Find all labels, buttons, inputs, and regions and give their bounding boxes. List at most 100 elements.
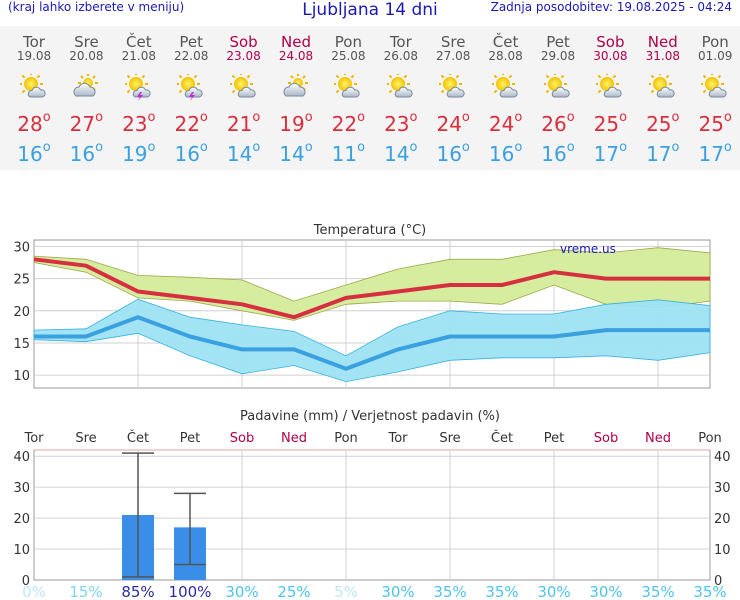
precipitation-probability: 30% — [589, 583, 622, 600]
precipitation-probability: 85% — [121, 583, 154, 600]
min-temperature: 19o — [122, 140, 156, 166]
day-date: 24.08 — [278, 49, 314, 63]
precipitation-probability: 15% — [69, 583, 102, 600]
y-tick-label-right: 40 — [714, 450, 731, 465]
x-tick-label: Ned — [281, 431, 307, 446]
max-temperature: 24o — [436, 110, 470, 136]
sun-cloud-icon — [19, 72, 48, 102]
min-temperature: 16o — [174, 140, 208, 166]
day-name: Tor — [23, 33, 45, 51]
precipitation-probability: 35% — [641, 583, 674, 600]
x-tick-label: Pet — [180, 431, 200, 446]
precipitation-probability: 35% — [485, 583, 518, 600]
day-date: 01.09 — [698, 49, 733, 63]
max-temperature: 23o — [122, 110, 156, 136]
day-header: Čet 21.08 — [113, 34, 165, 62]
min-temp-line — [34, 315, 710, 371]
max-temperature: 24o — [488, 110, 523, 136]
day-date: 29.08 — [540, 49, 576, 63]
sun-storm-icon — [123, 72, 153, 102]
precipitation-probability: 35% — [693, 583, 726, 600]
x-tick-label: Sob — [594, 431, 618, 446]
y-tick-label: 20 — [13, 305, 30, 320]
min-temperature: 16o — [17, 140, 51, 166]
sun-cloud-icon — [438, 72, 467, 102]
y-tick-label-left: 30 — [13, 481, 30, 496]
day-header: Tor 26.08 — [375, 34, 427, 62]
day-date: 20.08 — [69, 49, 104, 63]
day-date: 28.08 — [488, 49, 523, 63]
x-tick-label: Čet — [127, 430, 149, 446]
min-temperature: 17o — [646, 140, 680, 166]
sun-cloud-icon — [700, 72, 729, 102]
x-tick-label: Tor — [23, 431, 44, 446]
day-header: Čet 28.08 — [480, 34, 532, 62]
day-date: 19.08 — [16, 49, 52, 63]
day-date: 26.08 — [383, 49, 418, 63]
min-temperature: 14o — [384, 140, 418, 166]
day-header: Ned 24.08 — [270, 34, 322, 62]
max-temperature: 21o — [226, 110, 261, 136]
x-tick-label: Sob — [230, 431, 254, 446]
sun-cloud-icon — [228, 72, 258, 102]
x-tick-label: Sre — [75, 431, 96, 446]
y-tick-label: 15 — [13, 337, 30, 352]
day-name: Ned — [647, 33, 678, 51]
min-temperature: 16o — [541, 140, 575, 166]
y-tick-label-right: 10 — [714, 543, 731, 558]
y-tick-label: 30 — [13, 240, 30, 255]
precipitation-probability: 0% — [22, 583, 46, 600]
day-date: 22.08 — [174, 49, 209, 63]
max-temperature: 22o — [174, 110, 208, 136]
precipitation-probability: 100% — [169, 583, 212, 600]
max-temperature: 25o — [646, 110, 680, 136]
min-temperature: 16o — [436, 140, 470, 166]
day-name: Čet — [492, 33, 519, 51]
sun-cloud-icon — [543, 72, 572, 102]
x-tick-label: Tor — [387, 431, 408, 446]
day-header: Sob 23.08 — [218, 34, 270, 62]
day-header: Sre 27.08 — [427, 34, 479, 62]
x-tick-label: Pon — [698, 431, 722, 446]
sun-cloud-icon — [490, 72, 520, 102]
min-temperature: 14o — [279, 140, 313, 166]
max-temperature: 25o — [698, 110, 732, 136]
y-tick-label: 25 — [13, 273, 30, 288]
max-temp-range-band — [33, 247, 711, 321]
y-tick-label-left: 40 — [13, 450, 30, 465]
max-temperature: 26o — [541, 110, 575, 136]
day-name: Pet — [179, 33, 203, 51]
precipitation-probability: 30% — [537, 583, 570, 600]
day-name: Pon — [334, 33, 362, 51]
temperature-chart-title: Temperatura (°C) — [313, 223, 426, 238]
day-header: Sre 20.08 — [60, 34, 112, 62]
temperature-chart: Temperatura (°C) 10 15 20 25 30 vreme.us — [13, 223, 711, 389]
day-name: Sob — [596, 33, 625, 51]
day-date: 21.08 — [121, 49, 156, 63]
max-temperature: 22o — [331, 110, 366, 136]
y-tick-label-left: 20 — [13, 512, 30, 527]
min-temperature: 16o — [69, 140, 104, 166]
max-temperature: 27o — [69, 110, 104, 136]
day-header: Pet 29.08 — [532, 34, 584, 62]
y-tick-label-left: 10 — [13, 543, 30, 558]
max-temperature: 25o — [593, 110, 628, 136]
x-tick-label: Ned — [645, 431, 671, 446]
day-header: Sob 30.08 — [584, 34, 636, 62]
sun-cloud-icon — [385, 72, 415, 102]
day-date: 25.08 — [331, 49, 366, 63]
precipitation-probability: 5% — [334, 583, 358, 600]
max-temperature: 28o — [17, 110, 51, 136]
y-tick-label-right: 30 — [714, 481, 731, 496]
last-updated: Zadnja posodobitev: 19.08.2025 - 04:24 — [490, 0, 732, 14]
x-tick-label: Čet — [491, 430, 513, 446]
day-header: Pon 01.09 — [689, 34, 740, 62]
sun-cloud-icon — [595, 72, 624, 102]
day-name: Sre — [74, 33, 99, 51]
day-name: Ned — [281, 33, 311, 51]
cloud-sun-icon — [72, 73, 100, 102]
watermark: vreme.us — [560, 242, 616, 256]
precipitation-chart-title: Padavine (mm) / Verjetnost padavin (%) — [240, 409, 500, 424]
day-header: Pet 22.08 — [165, 34, 217, 62]
menu-hint: (kraj lahko izberete v meniju) — [8, 0, 185, 14]
